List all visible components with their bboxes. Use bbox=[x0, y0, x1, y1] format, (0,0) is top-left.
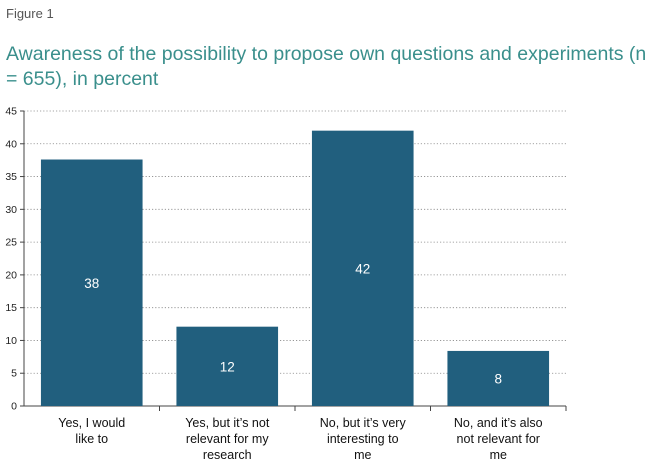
x-tick-label: relevant for my bbox=[186, 432, 269, 446]
x-tick-label: like to bbox=[75, 432, 108, 446]
y-tick-label: 45 bbox=[5, 106, 17, 118]
x-tick-label: Yes, but it’s not bbox=[185, 416, 270, 430]
x-tick-label: No, and it’s also bbox=[454, 416, 543, 430]
y-tick-label: 35 bbox=[5, 171, 17, 183]
y-tick-label: 25 bbox=[5, 237, 17, 249]
y-tick-label: 5 bbox=[11, 368, 17, 380]
x-tick-label: not relevant for bbox=[457, 432, 540, 446]
x-tick-label: me bbox=[490, 448, 507, 462]
y-tick-label: 15 bbox=[5, 302, 17, 314]
x-tick-label: me bbox=[354, 448, 371, 462]
bar-data-label: 12 bbox=[220, 359, 235, 374]
x-tick-label: No, but it’s very bbox=[320, 416, 407, 430]
x-tick-label: research bbox=[203, 448, 252, 462]
x-tick-label: interesting to bbox=[327, 432, 399, 446]
bar-data-label: 8 bbox=[494, 371, 502, 386]
bar-data-label: 42 bbox=[355, 261, 370, 276]
y-tick-label: 20 bbox=[5, 269, 17, 281]
bar-chart: 0 5 10 15 20 25 30 35 40 45 38 Yes, I would like to 1… bbox=[0, 0, 660, 475]
y-tick-label: 10 bbox=[5, 335, 17, 347]
x-tick-label: Yes, I would bbox=[58, 416, 125, 430]
bar-data-label: 38 bbox=[84, 276, 99, 291]
y-tick-label: 30 bbox=[5, 204, 17, 216]
y-tick-label: 0 bbox=[11, 401, 17, 413]
y-tick-label: 40 bbox=[5, 138, 17, 150]
